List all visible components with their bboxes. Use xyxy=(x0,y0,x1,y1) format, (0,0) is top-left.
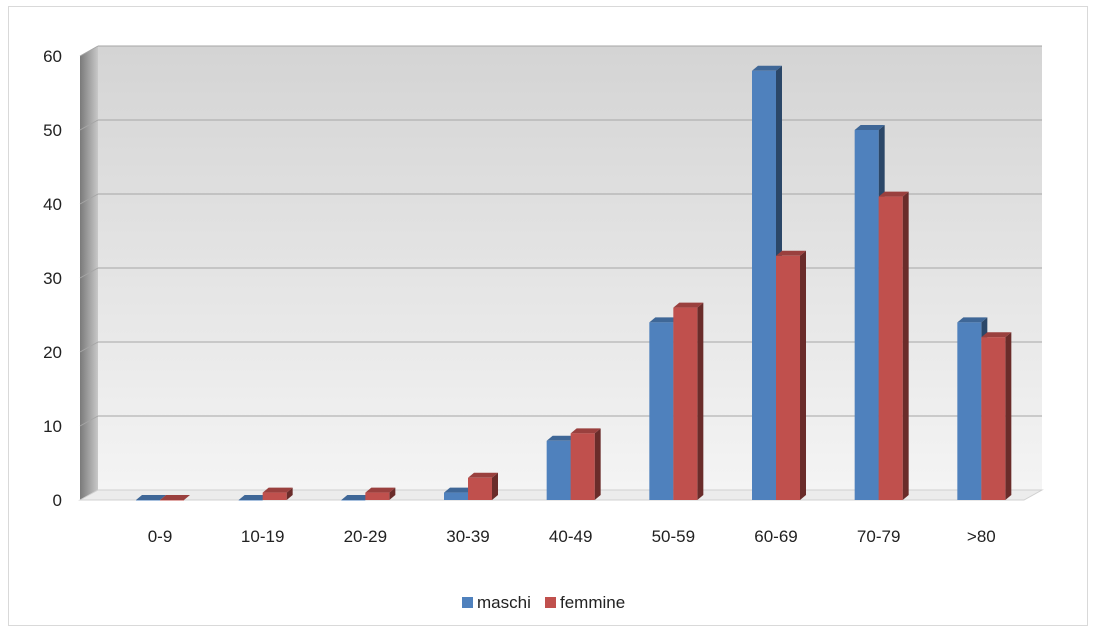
x-tick-label: 10-19 xyxy=(241,527,284,546)
bar-top xyxy=(238,495,269,500)
bar-femmine-30-39 xyxy=(468,472,498,500)
x-tick-label: 60-69 xyxy=(754,527,797,546)
legend-label: maschi xyxy=(477,593,531,612)
gridline-side xyxy=(79,415,99,427)
bar-side xyxy=(697,302,704,500)
bar-top xyxy=(546,435,577,441)
bar-top xyxy=(365,487,396,493)
bar-top xyxy=(776,250,806,256)
bar-maschi-10-19 xyxy=(238,495,269,501)
bar-top xyxy=(752,65,782,71)
bar-maschi-20-29 xyxy=(341,495,372,501)
bar-side xyxy=(286,487,293,500)
bar-femmine-40-49 xyxy=(570,428,601,500)
y-tick-label: 0 xyxy=(53,491,62,510)
bar-front xyxy=(957,322,982,500)
x-tick-label: 20-29 xyxy=(344,527,387,546)
bar-top xyxy=(444,487,474,493)
bar-femmine-60-69 xyxy=(776,250,806,500)
y-tick-label: 30 xyxy=(43,269,62,288)
bar-top xyxy=(878,191,909,197)
bar-femmine-10-19 xyxy=(262,487,293,500)
bar-front xyxy=(160,500,184,501)
x-tick-label: >80 xyxy=(967,527,996,546)
y-axis-ticks: 0 10 20 30 40 50 60 xyxy=(43,47,62,510)
bar-front xyxy=(468,477,492,500)
y-tick-label: 10 xyxy=(43,417,62,436)
x-tick-label: 30-39 xyxy=(446,527,489,546)
bar-top xyxy=(160,495,190,500)
bar-top xyxy=(468,472,498,478)
y-tick-label: 60 xyxy=(43,47,62,66)
bar-front xyxy=(981,337,1006,500)
bar-top xyxy=(981,332,1012,338)
gridline-side xyxy=(79,193,99,205)
legend-label: femmine xyxy=(560,593,625,612)
bar-top xyxy=(957,317,988,323)
bar-side xyxy=(492,472,498,500)
bar-front xyxy=(649,322,674,500)
bar-femmine->80 xyxy=(981,332,1012,500)
bar-top xyxy=(854,125,885,130)
bar-front xyxy=(570,433,595,500)
y-tick-label: 50 xyxy=(43,121,62,140)
legend-item-femmine: femmine xyxy=(545,593,625,612)
legend: maschi femmine xyxy=(462,593,625,612)
legend-item-maschi: maschi xyxy=(462,593,531,612)
bar-front xyxy=(546,440,571,500)
bar-side xyxy=(594,428,601,500)
bar-front xyxy=(365,492,390,500)
bar-side xyxy=(902,191,909,500)
legend-swatch xyxy=(545,597,556,608)
gridline-side xyxy=(79,119,99,131)
bar-femmine-50-59 xyxy=(673,302,704,500)
bar-front xyxy=(341,500,366,501)
bar-maschi-0-9 xyxy=(136,495,166,501)
x-axis-ticks: 0-9 10-19 20-29 30-39 40-49 50-59 60-69 70-79 >8… xyxy=(148,527,996,546)
x-tick-label: 40-49 xyxy=(549,527,592,546)
bar-top xyxy=(649,317,680,323)
y-tick-label: 40 xyxy=(43,195,62,214)
bar-front xyxy=(136,500,160,501)
bar-front xyxy=(262,492,287,500)
gridline-side xyxy=(79,45,99,57)
bar-femmine-20-29 xyxy=(365,487,396,500)
bar-femmine-0-9 xyxy=(160,495,190,501)
bar-front xyxy=(752,70,776,501)
gridline-side xyxy=(79,267,99,279)
bar-front xyxy=(878,196,903,500)
bar-top xyxy=(262,487,293,493)
gridline-side xyxy=(79,341,99,353)
bar-top xyxy=(673,302,704,308)
bar-top xyxy=(341,495,372,500)
bar-front xyxy=(238,500,263,501)
x-tick-label: 70-79 xyxy=(857,527,900,546)
bar-front xyxy=(854,130,879,500)
bar-front xyxy=(444,492,468,500)
bars xyxy=(136,65,1012,501)
legend-swatch xyxy=(462,597,473,608)
bar-front xyxy=(673,307,698,500)
bar-side xyxy=(800,250,806,500)
bar-side xyxy=(1005,332,1012,500)
bar-top xyxy=(570,428,601,434)
y-tick-label: 20 xyxy=(43,343,62,362)
bar-femmine-70-79 xyxy=(878,191,909,500)
bar-top xyxy=(136,495,166,500)
x-tick-label: 0-9 xyxy=(148,527,173,546)
bar-front xyxy=(776,255,800,500)
bar-side xyxy=(389,487,396,500)
x-tick-label: 50-59 xyxy=(652,527,695,546)
